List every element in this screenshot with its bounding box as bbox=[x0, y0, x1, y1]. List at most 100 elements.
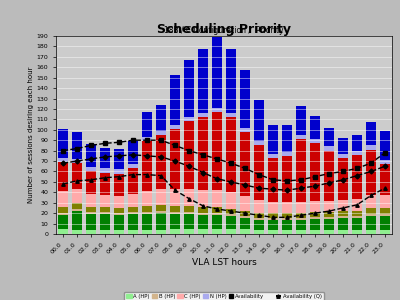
Bar bbox=[114, 148, 124, 170]
Bar bbox=[86, 194, 96, 207]
Bar bbox=[380, 164, 390, 195]
Bar bbox=[338, 230, 348, 234]
Bar bbox=[268, 202, 278, 213]
Bar bbox=[72, 209, 82, 211]
Bar bbox=[100, 148, 110, 168]
Bar bbox=[254, 218, 264, 220]
Bar bbox=[58, 129, 68, 158]
Bar bbox=[72, 189, 82, 203]
Availability bbox=[117, 140, 122, 144]
Bar bbox=[198, 49, 208, 113]
Bar bbox=[156, 105, 166, 131]
Bar bbox=[170, 129, 180, 189]
Availability (Q) bbox=[173, 188, 178, 192]
Availability bbox=[369, 161, 374, 165]
Availability (k) bbox=[145, 154, 150, 158]
Availability (Q) bbox=[298, 213, 304, 217]
Bar bbox=[128, 214, 138, 230]
Bar bbox=[156, 189, 166, 205]
Availability bbox=[61, 149, 66, 152]
Line: Availability: Availability bbox=[61, 139, 387, 183]
Bar bbox=[338, 158, 348, 200]
Availability bbox=[214, 157, 219, 161]
Bar bbox=[128, 212, 138, 214]
Bar bbox=[366, 230, 376, 234]
Bar bbox=[198, 207, 208, 213]
Availability bbox=[102, 142, 107, 145]
Bar bbox=[324, 219, 334, 230]
Availability bbox=[270, 178, 275, 181]
Availability (Q) bbox=[158, 174, 164, 177]
Availability (k) bbox=[313, 184, 318, 188]
Bar bbox=[198, 229, 208, 234]
Text: 18B / C Configuration /  Priority: 18B / C Configuration / Priority bbox=[164, 26, 284, 35]
Bar bbox=[282, 220, 292, 230]
Bar bbox=[128, 230, 138, 234]
Bar bbox=[114, 213, 124, 215]
Title: Scheduling Priority: Scheduling Priority bbox=[157, 23, 291, 36]
Bar bbox=[142, 137, 152, 141]
Bar bbox=[226, 216, 236, 229]
Availability (Q) bbox=[201, 204, 206, 208]
Bar bbox=[240, 132, 250, 196]
Availability bbox=[341, 170, 346, 173]
Bar bbox=[226, 113, 236, 117]
Availability (k) bbox=[173, 159, 178, 163]
Bar bbox=[366, 122, 376, 146]
Bar bbox=[226, 209, 236, 214]
Availability (k) bbox=[326, 181, 331, 185]
Bar bbox=[198, 213, 208, 215]
Bar bbox=[72, 211, 82, 230]
Bar bbox=[100, 214, 110, 230]
Bar bbox=[184, 206, 194, 212]
Bar bbox=[296, 202, 306, 213]
Bar bbox=[366, 216, 376, 230]
Bar bbox=[226, 229, 236, 234]
Bar bbox=[212, 108, 222, 112]
Bar bbox=[212, 112, 222, 190]
Line: Availability (Q): Availability (Q) bbox=[61, 173, 387, 219]
Availability bbox=[173, 144, 178, 147]
Availability (k) bbox=[382, 164, 387, 168]
Bar bbox=[240, 128, 250, 132]
Availability bbox=[186, 149, 192, 152]
Bar bbox=[128, 207, 138, 212]
Bar bbox=[338, 154, 348, 158]
Bar bbox=[254, 200, 264, 213]
Availability (k) bbox=[355, 174, 360, 177]
Availability bbox=[313, 175, 318, 178]
Bar bbox=[240, 196, 250, 211]
Bar bbox=[310, 219, 320, 230]
Availability bbox=[285, 179, 290, 183]
Bar bbox=[268, 124, 278, 154]
Availability bbox=[145, 138, 150, 142]
Bar bbox=[86, 167, 96, 172]
Availability (k) bbox=[214, 177, 219, 181]
Bar bbox=[310, 217, 320, 219]
Availability (k) bbox=[89, 157, 94, 161]
Bar bbox=[324, 128, 334, 146]
Bar bbox=[184, 60, 194, 117]
Bar bbox=[184, 117, 194, 122]
Bar bbox=[254, 146, 264, 200]
Bar bbox=[296, 230, 306, 234]
Bar bbox=[352, 199, 362, 211]
Bar bbox=[72, 132, 82, 159]
Bar bbox=[170, 124, 180, 129]
Availability bbox=[355, 167, 360, 170]
Bar bbox=[156, 213, 166, 230]
Availability (k) bbox=[130, 153, 135, 157]
Availability bbox=[229, 161, 234, 165]
Availability (k) bbox=[61, 161, 66, 165]
Bar bbox=[142, 141, 152, 191]
Bar bbox=[128, 194, 138, 207]
Bar bbox=[72, 203, 82, 209]
Bar bbox=[128, 141, 138, 164]
Availability (k) bbox=[102, 155, 107, 159]
Bar bbox=[156, 211, 166, 213]
Bar bbox=[268, 230, 278, 234]
Bar bbox=[380, 230, 390, 234]
Bar bbox=[72, 159, 82, 163]
Bar bbox=[86, 214, 96, 230]
Availability (Q) bbox=[74, 179, 79, 183]
